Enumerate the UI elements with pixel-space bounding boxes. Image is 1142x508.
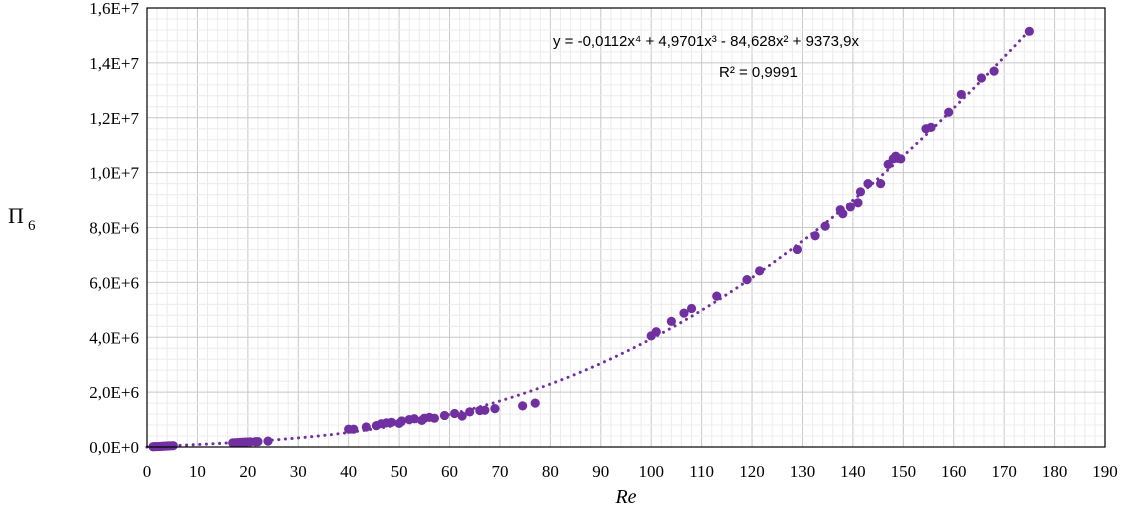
x-axis-title: Re — [614, 486, 636, 508]
data-point — [855, 187, 866, 197]
x-tick-label: 110 — [689, 462, 714, 481]
y-tick-label: 4,0E+6 — [89, 328, 139, 347]
x-tick-labels: 0 10 20 30 40 50 60 70 80 90 100 110 120 130 140 150 160… — [143, 462, 1118, 481]
x-tick-label: 60 — [441, 462, 458, 481]
data-point — [944, 107, 954, 117]
data-point — [449, 408, 460, 419]
grid-lines — [146, 7, 1106, 448]
data-point — [679, 308, 689, 318]
y-tick-label: 6,0E+6 — [89, 273, 139, 292]
x-tick-label: 160 — [941, 462, 967, 481]
x-tick-label: 140 — [840, 462, 866, 481]
x-tick-label: 0 — [143, 462, 152, 481]
y-tick-label: 1,0E+7 — [89, 164, 139, 183]
x-tick-label: 170 — [991, 462, 1017, 481]
x-tick-label: 90 — [592, 462, 609, 481]
data-point — [263, 436, 273, 446]
trendline-equation: y = -0,0112x⁴ + 4,9701x³ - 84,628x² + 93… — [553, 33, 859, 50]
trendline-r-squared: R² = 0,9991 — [719, 64, 798, 81]
data-point — [651, 327, 661, 337]
y-axis-title: Π — [8, 203, 24, 228]
data-point — [409, 414, 419, 424]
data-point — [876, 179, 886, 189]
data-point — [530, 398, 540, 408]
data-point — [465, 407, 475, 417]
x-tick-label: 190 — [1092, 462, 1118, 481]
y-tick-label: 1,4E+7 — [89, 54, 139, 73]
x-tick-label: 100 — [638, 462, 664, 481]
x-tick-label: 20 — [239, 462, 256, 481]
x-tick-label: 150 — [891, 462, 917, 481]
data-point — [792, 244, 803, 255]
data-point — [349, 424, 359, 434]
x-tick-label: 70 — [491, 462, 508, 481]
data-point — [490, 403, 500, 414]
y-axis-title-subscript: 6 — [28, 218, 36, 234]
y-tick-label: 8,0E+6 — [89, 219, 139, 238]
trendline-group — [145, 26, 1034, 449]
data-point — [168, 441, 178, 451]
y-tick-label: 1,6E+7 — [89, 0, 139, 18]
data-point — [838, 209, 848, 219]
data-point — [712, 291, 722, 301]
x-tick-label: 10 — [189, 462, 206, 481]
data-point — [439, 410, 450, 421]
data-point — [253, 437, 263, 447]
data-point — [976, 73, 987, 83]
x-tick-label: 120 — [739, 462, 765, 481]
data-point — [742, 275, 752, 285]
trendline-path — [145, 26, 1034, 449]
y-tick-label: 0,0E+0 — [89, 438, 139, 457]
data-point — [397, 416, 407, 426]
y-tick-label: 1,2E+7 — [89, 109, 139, 128]
data-point — [429, 413, 439, 423]
data-point — [989, 66, 999, 76]
data-point — [480, 405, 490, 415]
x-tick-label: 40 — [340, 462, 357, 481]
data-point — [386, 417, 397, 427]
data-point — [853, 198, 863, 208]
data-point — [666, 316, 676, 326]
data-point — [686, 303, 697, 314]
data-points — [148, 26, 1034, 452]
data-point — [863, 179, 873, 189]
data-point — [755, 266, 765, 276]
x-tick-label: 30 — [290, 462, 307, 481]
data-point — [845, 202, 855, 212]
data-point — [810, 231, 820, 241]
data-point — [361, 422, 371, 432]
data-point — [926, 122, 936, 132]
x-tick-label: 50 — [391, 462, 408, 481]
y-tick-labels: 0,0E+0 2,0E+6 4,0E+6 6,0E+6 8,0E+6 1,0E+7 1,2E… — [89, 0, 139, 457]
data-point — [1024, 26, 1034, 36]
data-point — [518, 401, 528, 411]
data-point — [956, 89, 966, 100]
x-tick-label: 80 — [542, 462, 559, 481]
data-point — [457, 411, 467, 421]
x-tick-label: 130 — [790, 462, 816, 481]
y-tick-label: 2,0E+6 — [89, 383, 139, 402]
x-tick-label: 180 — [1042, 462, 1068, 481]
data-point — [820, 221, 830, 231]
data-point — [896, 154, 906, 164]
plot-area-frame — [146, 7, 1106, 448]
